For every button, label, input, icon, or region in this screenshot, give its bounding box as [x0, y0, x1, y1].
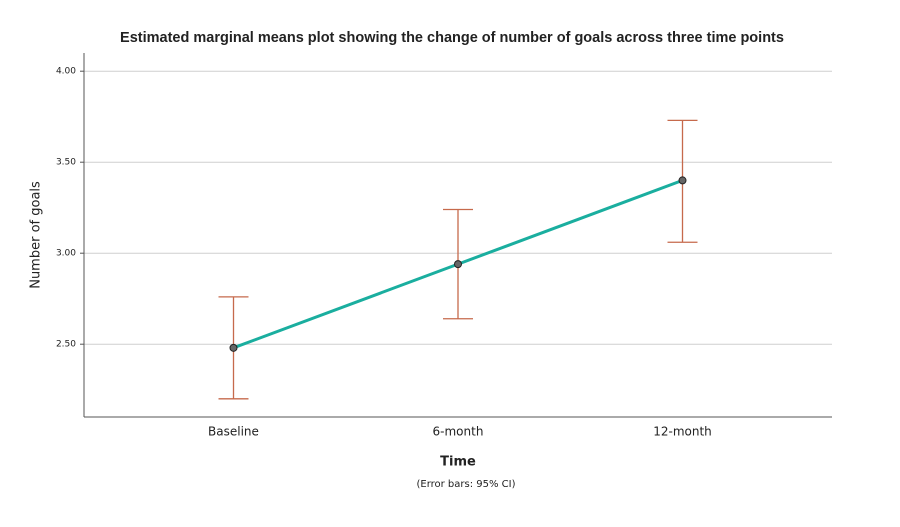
point	[229, 343, 238, 352]
chart-title: Estimated marginal means plot showing th…	[120, 30, 784, 46]
x-tick-label: Baseline	[208, 425, 259, 439]
y-tick-label: 2.50	[56, 340, 76, 350]
y-tick-label: 4.00	[56, 67, 76, 77]
x-tick-label: 12-month	[653, 425, 712, 439]
point	[454, 260, 462, 269]
x-tick-label: 6-month	[433, 425, 484, 439]
y-tick-label: 3.00	[56, 249, 76, 259]
y-axis-label: Number of goals	[29, 181, 44, 289]
y-tick-label: 3.50	[56, 158, 76, 168]
point	[678, 176, 687, 185]
note: (Error bars: 95% CI)	[416, 479, 515, 490]
x-axis-label: Time	[440, 455, 476, 470]
